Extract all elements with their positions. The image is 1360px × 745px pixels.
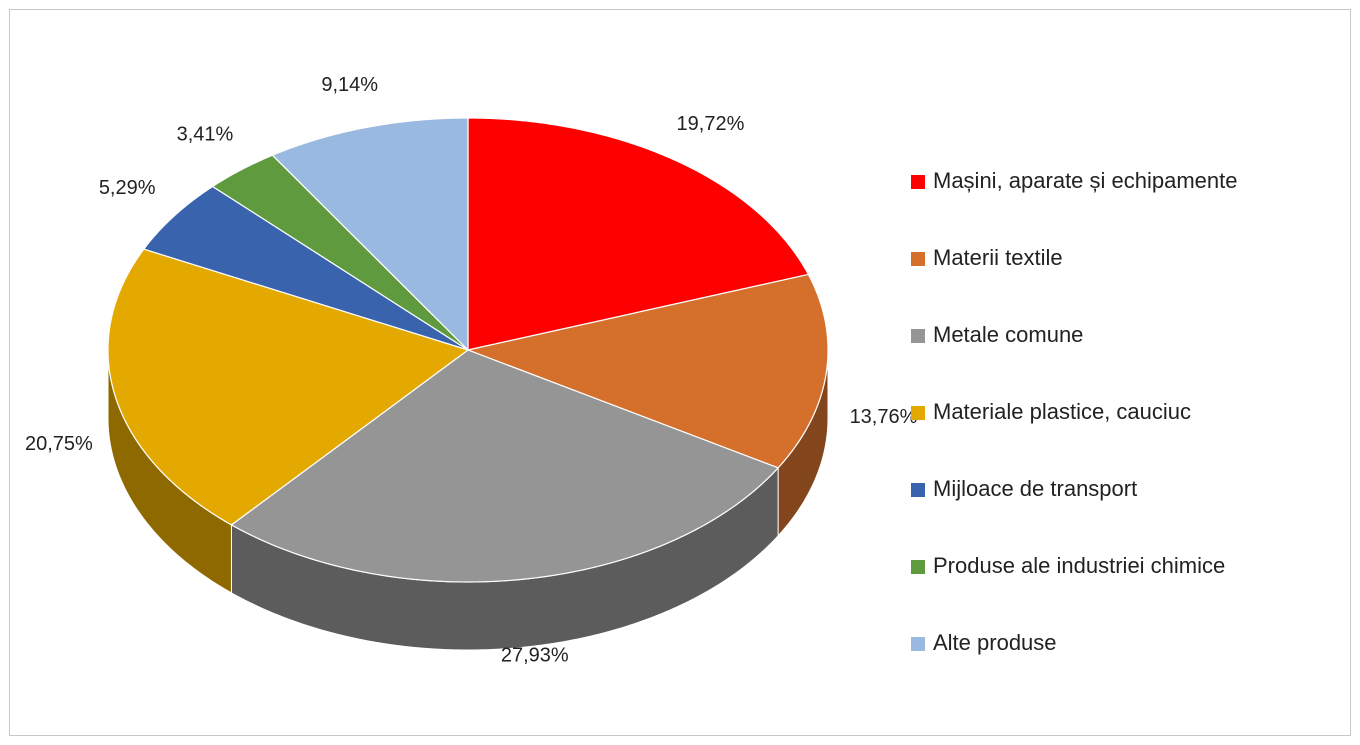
pie-slice [211,154,469,351]
legend-swatch [911,329,925,343]
legend-label: Materii textile [933,245,1063,270]
legend-swatch [911,483,925,497]
legend-label: Mașini, aparate și echipamente [933,168,1238,193]
data-label: 3,41% [177,123,234,145]
legend-swatch [911,637,925,651]
pie-slice [142,185,469,351]
pie-slice [465,273,829,469]
legend-label: Mijloace de transport [933,476,1137,501]
legend-swatch [911,406,925,420]
pie-slice [467,117,810,351]
pie-slice [271,117,469,352]
legend-swatch [911,175,925,189]
legend-label: Produse ale industriei chimice [933,553,1225,578]
data-label: 5,29% [99,177,156,199]
legend-label: Alte produse [933,630,1057,655]
pie-tops [107,117,829,583]
legend: Mașini, aparate și echipamente Materii te… [911,168,1238,655]
data-label: 27,93% [501,645,569,667]
legend-swatch [911,252,925,266]
data-label: 19,72% [677,113,745,135]
legend-label: Materiale plastice, cauciuc [933,399,1191,424]
data-labels: 19,72% 13,76% 27,93% 20,75% 5,29% 3,41% 9,14% [25,74,918,667]
legend-swatch [911,560,925,574]
data-label: 20,75% [25,433,93,455]
data-label: 13,76% [850,406,918,428]
pie-slice [107,248,470,526]
legend-label: Metale comune [933,322,1083,347]
data-label: 9,14% [321,74,378,96]
pie-slice [230,349,780,583]
